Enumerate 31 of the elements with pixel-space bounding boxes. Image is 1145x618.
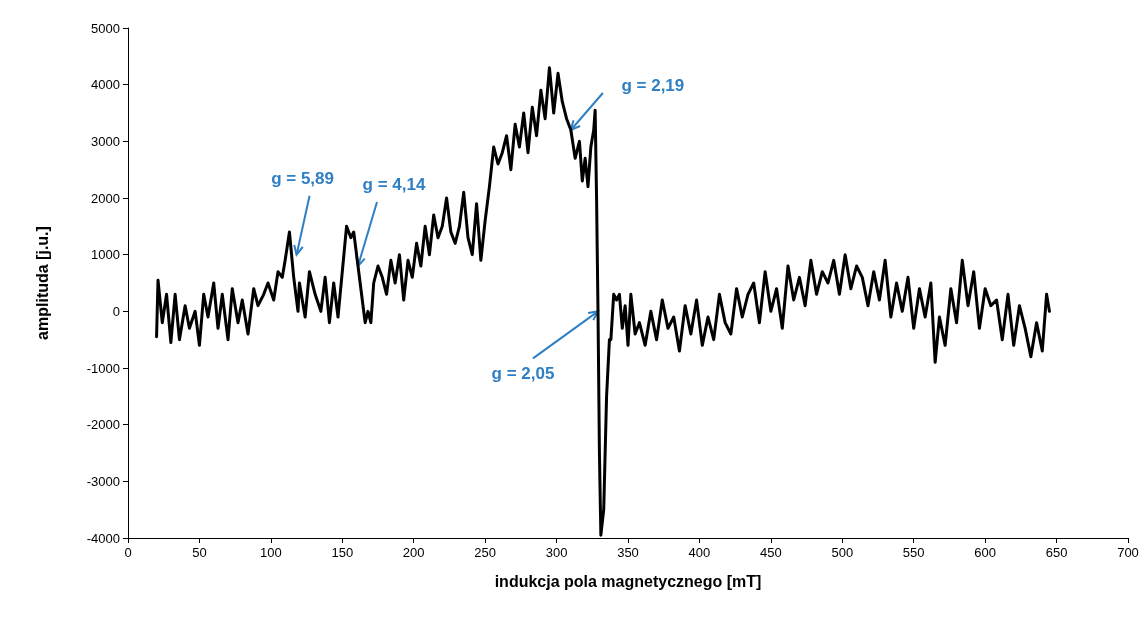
y-tick-label: 1000	[91, 247, 120, 263]
annotation: g = 5,89	[271, 169, 334, 189]
y-tick-label: 3000	[91, 133, 120, 149]
x-tick-label: 50	[192, 545, 207, 560]
x-tick-label: 200	[402, 545, 425, 560]
x-tick-label: 150	[331, 545, 354, 560]
annotation: g = 4,14	[362, 174, 426, 194]
x-tick-label: 350	[617, 545, 639, 560]
x-tick-label: 700	[1117, 545, 1139, 560]
annotation: g = 2,05	[491, 363, 555, 383]
x-tick-label: 250	[474, 545, 496, 560]
x-tick-label: 0	[124, 545, 132, 560]
x-tick-label: 100	[260, 545, 282, 560]
annotation: g = 2,19	[621, 75, 685, 95]
x-tick-label: 450	[760, 545, 782, 560]
x-tick-label: 600	[974, 545, 996, 560]
x-tick-label: 400	[688, 545, 711, 560]
y-tick-label: -4000	[86, 530, 120, 546]
y-tick-label: -1000	[86, 360, 120, 376]
y-tick-label: 4000	[91, 77, 120, 93]
y-tick-label: 5000	[91, 20, 120, 36]
y-axis-title: amplituda [j.u.]	[33, 226, 51, 340]
x-tick-label: 550	[902, 545, 925, 560]
y-tick-label: 2000	[91, 190, 120, 206]
x-axis-title: indukcja pola magnetycznego [mT]	[494, 572, 762, 590]
y-tick-label: -3000	[86, 473, 120, 489]
y-tick-label: -2000	[86, 417, 120, 433]
x-tick-label: 300	[545, 545, 568, 560]
x-tick-label: 500	[831, 545, 854, 560]
y-tick-label: 0	[112, 303, 120, 319]
x-tick-label: 650	[1045, 545, 1068, 560]
